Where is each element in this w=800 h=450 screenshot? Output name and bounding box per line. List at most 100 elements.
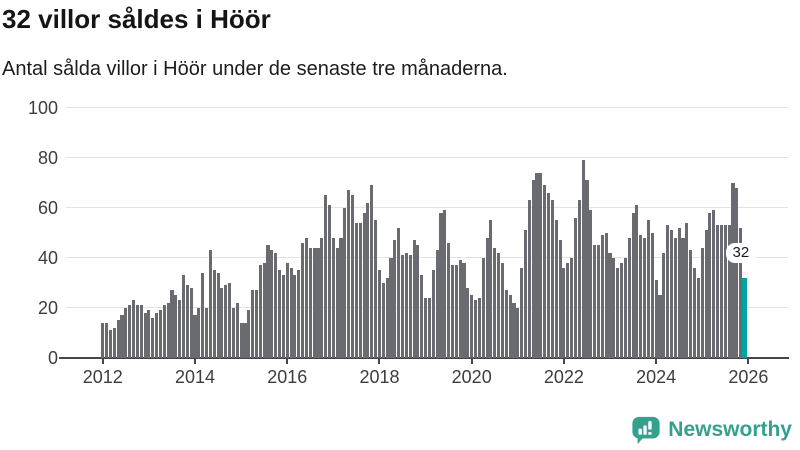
x-axis-tick-2016 <box>286 358 289 364</box>
bar-2021-12 <box>558 240 562 358</box>
bar-2023-12 <box>650 232 654 358</box>
bar-2021-03 <box>523 230 528 358</box>
bar-2022-03 <box>570 257 574 358</box>
bar-2014-12 <box>235 302 239 358</box>
bar-2020-09 <box>500 262 504 358</box>
bar-2021-06 <box>535 172 539 358</box>
bar-2022-05 <box>577 200 581 358</box>
x-axis-label-2012: 2012 <box>82 367 123 387</box>
bar-2024-10 <box>689 250 693 358</box>
bar-2025-11 <box>739 227 743 358</box>
y-axis-label-100: 100 <box>27 97 58 118</box>
bar-2025-03 <box>708 212 712 358</box>
bar-2013-10 <box>181 275 186 358</box>
bar-2018-03 <box>385 277 389 358</box>
bar-2019-01 <box>424 297 428 358</box>
bar-2025-10 <box>735 187 739 358</box>
bar-2016-09 <box>316 247 320 358</box>
bar-2019-06 <box>443 210 447 358</box>
bar-2018-11 <box>416 245 420 358</box>
y-axis-label-60: 60 <box>37 197 58 218</box>
x-axis-label-2026: 2026 <box>728 367 769 387</box>
bar-2018-01 <box>377 270 382 358</box>
highlighted-bar-2025-12 <box>742 277 747 358</box>
bar-2015-12 <box>281 275 285 358</box>
bar-2023-05 <box>623 257 627 358</box>
bar-2020-08 <box>497 252 501 358</box>
bar-2015-04 <box>251 290 255 358</box>
bar-2019-10 <box>458 260 462 358</box>
bar-2022-11 <box>600 235 604 358</box>
bar-2023-10 <box>643 237 647 358</box>
bar-2016-02 <box>289 267 293 358</box>
bar-2013-01 <box>147 310 151 358</box>
x-axis-label-2014: 2014 <box>174 367 216 387</box>
bar-2020-02 <box>473 300 478 358</box>
bar-2013-02 <box>151 317 155 358</box>
bar-2024-01 <box>654 280 658 358</box>
bar-2018-04 <box>389 257 393 358</box>
bar-2018-06 <box>397 227 401 358</box>
bar-2015-11 <box>278 270 282 358</box>
bar-2014-01 <box>193 315 197 358</box>
bar-2019-11 <box>462 262 466 358</box>
bar-2021-07 <box>539 172 543 358</box>
bar-2017-09 <box>362 212 366 358</box>
x-axis-label-2022: 2022 <box>543 367 584 387</box>
bar-2022-12 <box>604 232 608 358</box>
bar-2021-05 <box>531 180 535 358</box>
bar-2016-08 <box>312 247 316 358</box>
bar-2013-06 <box>166 302 170 358</box>
bar-2014-06 <box>212 270 216 358</box>
bar-2016-05 <box>301 242 305 358</box>
bar-2022-09 <box>593 245 597 358</box>
x-axis-label-2016: 2016 <box>267 367 308 387</box>
bar-2025-02 <box>704 230 708 358</box>
bar-2013-12 <box>189 287 193 358</box>
bar-2023-02 <box>612 257 616 358</box>
gridline-y-40 <box>66 257 788 258</box>
bar-2016-11 <box>324 195 328 358</box>
x-axis-tick-2022 <box>562 358 565 364</box>
bar-2021-10 <box>550 200 554 358</box>
newsworthy-logo-text: Newsworthy <box>668 418 792 441</box>
bar-2012-02 <box>105 322 109 358</box>
bar-2017-04 <box>343 207 347 358</box>
bar-2023-01 <box>608 252 612 358</box>
bar-2021-11 <box>554 220 558 358</box>
bar-2015-05 <box>254 290 259 358</box>
bar-2024-06 <box>673 237 677 358</box>
bar-2023-08 <box>635 205 639 358</box>
bar-2019-08 <box>450 265 455 358</box>
bar-2025-06 <box>719 225 724 358</box>
bar-2020-05 <box>485 237 489 358</box>
bar-2024-02 <box>658 295 662 358</box>
bar-2023-07 <box>631 212 635 358</box>
bar-2013-07 <box>170 290 174 358</box>
gridline-y-80 <box>66 157 788 158</box>
bar-2017-10 <box>366 202 370 358</box>
bar-2024-07 <box>677 227 681 358</box>
bar-2013-05 <box>162 305 166 358</box>
bar-2024-09 <box>685 222 689 358</box>
gridline-y-60 <box>66 207 788 208</box>
bar-2016-10 <box>320 237 324 358</box>
bar-2019-05 <box>439 212 443 358</box>
bar-2021-08 <box>543 185 547 358</box>
x-axis-tick-2014 <box>194 358 197 364</box>
bar-2022-08 <box>589 210 593 358</box>
bar-2017-01 <box>331 237 335 358</box>
bar-2020-06 <box>489 220 493 358</box>
bar-2017-07 <box>354 222 358 358</box>
bar-2017-08 <box>358 222 362 358</box>
bar-2019-12 <box>466 287 470 358</box>
bar-2015-06 <box>258 265 262 358</box>
bar-2024-08 <box>681 237 685 358</box>
bar-2019-07 <box>447 242 451 358</box>
bar-2014-05 <box>208 250 212 358</box>
bar-2022-04 <box>573 217 577 358</box>
bar-2025-09 <box>731 182 735 358</box>
chart-title: 32 villor såldes i Höör <box>2 4 271 34</box>
x-axis-tick-2024 <box>655 358 658 364</box>
